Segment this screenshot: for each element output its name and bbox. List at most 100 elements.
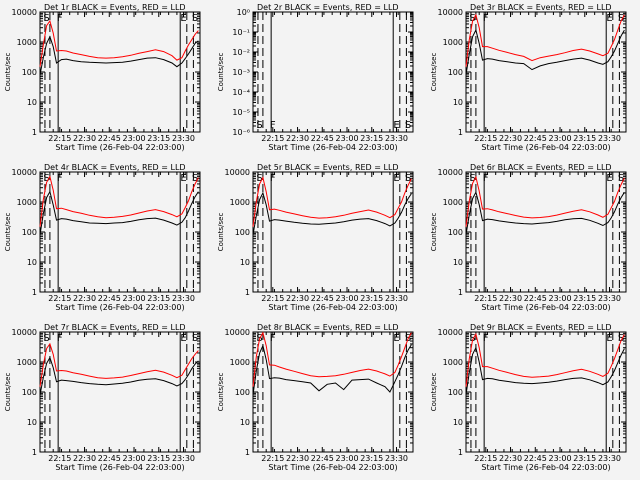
x-tick-label: 22:30 [286,294,309,303]
plot-frame [252,331,414,453]
flag-label: E [606,173,612,184]
flag-label: S [256,120,262,131]
x-tick-label: 23:30 [172,134,195,143]
x-tick-label: 22:15 [474,294,497,303]
x-tick-label: 23:15 [573,134,596,143]
x-tick-label: 23:00 [335,454,358,463]
flag-label: S [469,333,475,344]
flag-label: E [393,173,399,184]
flag-label: S [43,13,49,24]
x-tick-label: 22:30 [73,134,96,143]
flag-label: S [43,173,49,184]
x-tick-label: 23:30 [385,454,408,463]
x-axis-label: Start Time (26-Feb-04 22:03:00) [55,303,184,312]
x-tick-label: 22:15 [261,294,284,303]
y-axis-label: Counts/sec [217,213,225,252]
y-tick-label: 10000 [12,328,37,337]
panel-title: Det 7r BLACK = Events, RED = LLD [44,323,186,332]
y-axis-label: Counts/sec [217,53,225,92]
x-axis-label: Start Time (26-Feb-04 22:03:00) [268,143,397,152]
plot-frame [39,331,201,453]
panel-title: Det 3r BLACK = Events, RED = LLD [470,3,612,12]
y-tick-label: 1000 [230,358,250,367]
x-tick-label: 22:15 [261,134,284,143]
y-tick-label: 1000 [17,198,37,207]
y-tick-label: 100 [448,228,463,237]
flag-label: S [469,13,475,24]
y-tick-label: 1 [32,128,37,137]
plot-frame [39,11,201,133]
x-tick-label: 22:30 [73,294,96,303]
flag-label: E [606,13,612,24]
x-tick-label: 22:30 [286,454,309,463]
panel-9: Det 9r BLACK = Events, RED = LLD Counts/s… [430,323,627,472]
plot-frame [465,11,627,133]
lld-series-line [252,331,412,387]
x-tick-label: 23:15 [360,294,383,303]
x-tick-label: 22:45 [98,134,121,143]
y-tick-label: 1 [32,448,37,457]
plot-frame [252,11,414,133]
x-tick-label: 23:30 [385,294,408,303]
x-tick-label: 22:15 [261,454,284,463]
x-tick-label: 23:00 [335,294,358,303]
y-tick-label: 1 [245,448,250,457]
flag-label: E [180,13,186,24]
plot-frame [252,171,414,293]
flag-label: S [618,333,624,344]
y-tick-label: 10000 [438,8,463,17]
y-tick-label: 10 [27,98,37,107]
plot-frame [465,171,627,293]
x-tick-label: 22:15 [474,134,497,143]
flag-label: F [57,333,63,344]
y-tick-label: 10⁻⁵ [232,108,250,117]
x-tick-label: 22:30 [286,134,309,143]
y-tick-label: 1 [32,288,37,297]
flag-label: E [393,333,399,344]
events-series-line [465,28,625,75]
lld-series-line [465,332,625,387]
flag-label: S [405,173,411,184]
y-tick-label: 1 [245,288,250,297]
plot-frame [465,331,627,453]
x-tick-label: 23:00 [548,294,571,303]
x-tick-label: 23:15 [147,134,170,143]
flag-label: F [483,173,489,184]
x-tick-label: 23:00 [122,294,145,303]
x-tick-label: 23:30 [172,454,195,463]
y-tick-label: 1000 [17,358,37,367]
y-tick-label: 1 [458,288,463,297]
y-tick-label: 100 [22,388,37,397]
y-tick-label: 10000 [12,168,37,177]
y-tick-label: 10⁻¹ [232,28,250,37]
y-tick-label: 10 [240,418,250,427]
panel-title: Det 2r BLACK = Events, RED = LLD [257,3,399,12]
y-tick-label: 1 [458,128,463,137]
x-tick-label: 22:45 [311,134,334,143]
panel-title: Det 6r BLACK = Events, RED = LLD [470,163,612,172]
x-tick-label: 23:00 [122,134,145,143]
y-tick-label: 100 [22,228,37,237]
flag-label: S [43,333,49,344]
x-tick-label: 22:45 [311,454,334,463]
panel-title: Det 4r BLACK = Events, RED = LLD [44,163,186,172]
x-tick-label: 23:00 [335,134,358,143]
x-tick-label: 22:30 [73,454,96,463]
y-axis-label: Counts/sec [4,373,12,412]
x-axis-label: Start Time (26-Feb-04 22:03:00) [268,303,397,312]
y-tick-label: 10000 [12,8,37,17]
x-tick-label: 23:30 [385,134,408,143]
events-series-line [252,344,412,395]
y-tick-label: 1 [458,448,463,457]
events-series-line [39,356,199,395]
panel-title: Det 9r BLACK = Events, RED = LLD [470,323,612,332]
lld-series-line [39,19,199,67]
y-tick-label: 10000 [225,168,250,177]
flag-label: S [618,173,624,184]
flag-label: F [483,333,489,344]
y-tick-label: 1000 [443,38,463,47]
flag-label: E [180,173,186,184]
lld-series-line [39,175,199,227]
y-axis-label: Counts/sec [430,373,438,412]
flag-label: S [192,173,198,184]
